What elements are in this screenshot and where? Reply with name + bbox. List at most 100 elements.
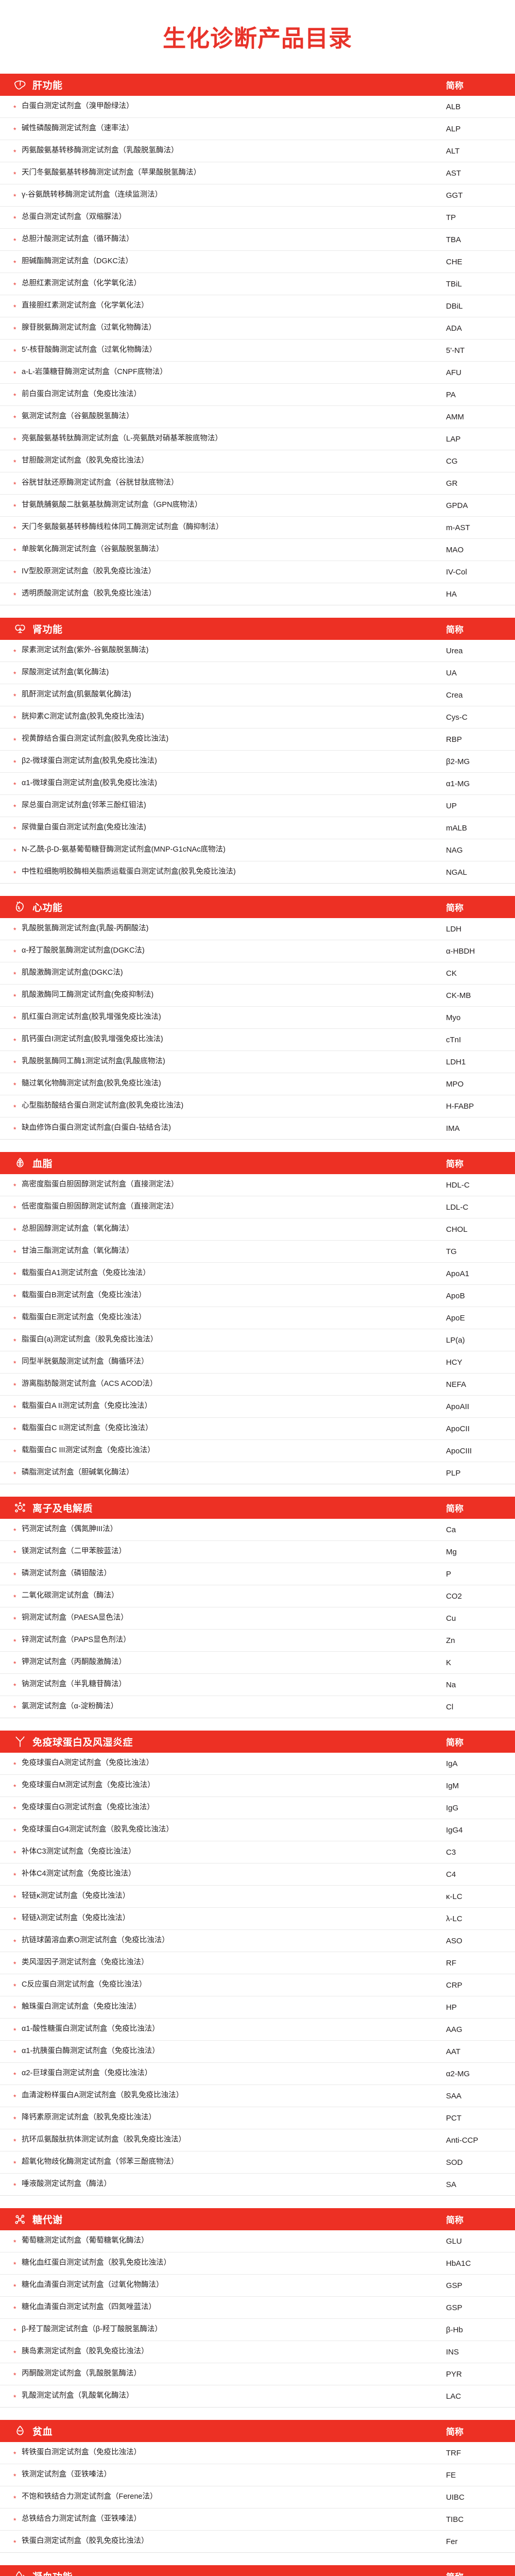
product-row[interactable]: * 唾液酸测定试剂盒（酶法） SA bbox=[0, 2174, 515, 2196]
product-row[interactable]: * 载脂蛋白A II测定试剂盒（免疫比浊法） ApoAII bbox=[0, 1396, 515, 1418]
product-row[interactable]: * 钠测定试剂盒（半乳糖苷酶法） Na bbox=[0, 1674, 515, 1696]
product-row[interactable]: * 氨测定试剂盒（谷氨酸脱氢酶法） AMM bbox=[0, 406, 515, 428]
product-row[interactable]: * 总胆红素测定试剂盒（化学氧化法） TBiL bbox=[0, 273, 515, 295]
product-row[interactable]: * 尿总蛋白测定试剂盒(邻苯三酚红钼法) UP bbox=[0, 795, 515, 817]
product-row[interactable]: * 二氧化碳测定试剂盒（酶法） CO2 bbox=[0, 1585, 515, 1607]
product-row[interactable]: * 总蛋白测定试剂盒（双缩脲法） TP bbox=[0, 207, 515, 229]
product-row[interactable]: * 补体C3测定试剂盒（免疫比浊法） C3 bbox=[0, 1841, 515, 1863]
product-row[interactable]: * 肌酸激酶同工酶测定试剂盒(免疫抑制法) CK-MB bbox=[0, 985, 515, 1007]
product-row[interactable]: * 糖化血清蛋白测定试剂盒（过氧化物酶法） GSP bbox=[0, 2275, 515, 2297]
product-row[interactable]: * 胰岛素测定试剂盒（胶乳免疫比浊法） INS bbox=[0, 2341, 515, 2363]
product-row[interactable]: * 载脂蛋白E测定试剂盒（免疫比浊法） ApoE bbox=[0, 1307, 515, 1329]
product-row[interactable]: * 天门冬氨酸氨基转移酶测定试剂盒（苹果酸脱氢酶法） AST bbox=[0, 162, 515, 184]
product-row[interactable]: * 胆碱酯酶测定试剂盒（DGKC法） CHE bbox=[0, 251, 515, 273]
product-row[interactable]: * 天门冬氨酸氨基转移酶线粒体同工酶测定试剂盒（酶抑制法） m-AST bbox=[0, 517, 515, 539]
product-row[interactable]: * a-L-岩藻糖苷酶测定试剂盒（CNPF底物法） AFU bbox=[0, 362, 515, 384]
product-row[interactable]: * 缺血修饰白蛋白测定试剂盒(白蛋白-钴结合法) IMA bbox=[0, 1117, 515, 1140]
product-row[interactable]: * γ-谷氨酰转移酶测定试剂盒（连续监测法） GGT bbox=[0, 184, 515, 207]
product-row[interactable]: * 补体C4测定试剂盒（免疫比浊法） C4 bbox=[0, 1863, 515, 1886]
product-row[interactable]: * 糖化血清蛋白测定试剂盒（四氮唑蓝法） GSP bbox=[0, 2297, 515, 2319]
product-row[interactable]: * 载脂蛋白C III测定试剂盒（免疫比浊法） ApoCIII bbox=[0, 1440, 515, 1462]
product-row[interactable]: * 转铁蛋白测定试剂盒（免疫比浊法） TRF bbox=[0, 2442, 515, 2464]
product-row[interactable]: * α1-微球蛋白测定试剂盒(胶乳免疫比浊法) α1-MG bbox=[0, 773, 515, 795]
product-row[interactable]: * 丙酮酸测定试剂盒（乳酸脱氢酶法） PYR bbox=[0, 2363, 515, 2385]
product-row[interactable]: * 视黄醇结合蛋白测定试剂盒(胶乳免疫比浊法) RBP bbox=[0, 728, 515, 751]
product-row[interactable]: * 5′-核苷酸酶测定试剂盒（过氧化物酶法） 5'-NT bbox=[0, 340, 515, 362]
product-row[interactable]: * 甘氨酰脯氨酸二肽氨基肽酶测定试剂盒（GPN底物法） GPDA bbox=[0, 495, 515, 517]
product-row[interactable]: * 糖化血红蛋白测定试剂盒（胶乳免疫比浊法） HbA1C bbox=[0, 2252, 515, 2275]
product-row[interactable]: * 铜测定试剂盒（PAESA显色法） Cu bbox=[0, 1607, 515, 1630]
product-row[interactable]: * 触珠蛋白测定试剂盒（免疫比浊法） HP bbox=[0, 1996, 515, 2019]
product-row[interactable]: * C反应蛋白测定试剂盒（免疫比浊法） CRP bbox=[0, 1974, 515, 1996]
product-row[interactable]: * 免疫球蛋白A测定试剂盒（免疫比浊法） IgA bbox=[0, 1753, 515, 1775]
product-row[interactable]: * 低密度脂蛋白胆固醇测定试剂盒（直接测定法） LDL-C bbox=[0, 1196, 515, 1218]
product-row[interactable]: * 免疫球蛋白G4测定试剂盒（胶乳免疫比浊法） IgG4 bbox=[0, 1819, 515, 1841]
product-row[interactable]: * β-羟丁酸测定试剂盒（β-羟丁酸脱氢酶法） β-Hb bbox=[0, 2319, 515, 2341]
product-row[interactable]: * 载脂蛋白C II测定试剂盒（免疫比浊法） ApoCII bbox=[0, 1418, 515, 1440]
product-row[interactable]: * 肌红蛋白测定试剂盒(胶乳增强免疫比浊法) Myo bbox=[0, 1007, 515, 1029]
product-row[interactable]: * 游离脂肪酸测定试剂盒（ACS ACOD法） NEFA bbox=[0, 1374, 515, 1396]
product-row[interactable]: * 血清淀粉样蛋白A测定试剂盒（胶乳免疫比浊法） SAA bbox=[0, 2085, 515, 2107]
product-row[interactable]: * 乳酸脱氢酶测定试剂盒(乳酸-丙酮酸法) LDH bbox=[0, 918, 515, 940]
product-row[interactable]: * 谷胱甘肽还原酶测定试剂盒（谷胱甘肽底物法） GR bbox=[0, 472, 515, 495]
product-row[interactable]: * α-羟丁酸脱氢酶测定试剂盒(DGKC法) α-HBDH bbox=[0, 940, 515, 962]
product-row[interactable]: * 高密度脂蛋白胆固醇测定试剂盒（直接测定法） HDL-C bbox=[0, 1174, 515, 1196]
product-row[interactable]: * 轻链κ测定试剂盒（免疫比浊法） κ-LC bbox=[0, 1886, 515, 1908]
product-row[interactable]: * 透明质酸测定试剂盒（胶乳免疫比浊法） HA bbox=[0, 583, 515, 605]
product-row[interactable]: * 肌钙蛋白I测定试剂盒(胶乳增强免疫比浊法) cTnI bbox=[0, 1029, 515, 1051]
product-row[interactable]: * 总胆汁酸测定试剂盒（循环酶法） TBA bbox=[0, 229, 515, 251]
product-row[interactable]: * IV型胶原测定试剂盒（胶乳免疫比浊法） IV-Col bbox=[0, 561, 515, 583]
product-row[interactable]: * 尿酸测定试剂盒(氧化酶法) UA bbox=[0, 662, 515, 684]
product-row[interactable]: * 钙测定试剂盒（偶氮胂III法） Ca bbox=[0, 1519, 515, 1541]
product-row[interactable]: * 丙氨酸氨基转移酶测定试剂盒（乳酸脱氢酶法） ALT bbox=[0, 140, 515, 162]
product-row[interactable]: * 碱性磷酸酶测定试剂盒（速率法） ALP bbox=[0, 118, 515, 140]
product-row[interactable]: * 钾测定试剂盒（丙酮酸激酶法） K bbox=[0, 1652, 515, 1674]
product-row[interactable]: * 锌测定试剂盒（PAPS显色剂法） Zn bbox=[0, 1630, 515, 1652]
product-row[interactable]: * 降钙素原测定试剂盒（胶乳免疫比浊法） PCT bbox=[0, 2107, 515, 2129]
product-row[interactable]: * 总胆固醇测定试剂盒（氧化酶法） CHOL bbox=[0, 1218, 515, 1241]
product-row[interactable]: * 乳酸测定试剂盒（乳酸氧化酶法） LAC bbox=[0, 2385, 515, 2408]
product-row[interactable]: * 超氧化物歧化酶测定试剂盒（邻苯三酚底物法） SOD bbox=[0, 2151, 515, 2174]
product-row[interactable]: * 免疫球蛋白G测定试剂盒（免疫比浊法） IgG bbox=[0, 1797, 515, 1819]
product-row[interactable]: * 尿微量白蛋白测定试剂盒(免疫比浊法) mALB bbox=[0, 817, 515, 839]
product-row[interactable]: * 同型半胱氨酸测定试剂盒（酶循环法） HCY bbox=[0, 1351, 515, 1374]
product-row[interactable]: * 乳酸脱氢酶同工酶1测定试剂盒(乳酸底物法) LDH1 bbox=[0, 1051, 515, 1073]
product-row[interactable]: * 前白蛋白测定试剂盒（免疫比浊法） PA bbox=[0, 384, 515, 406]
product-row[interactable]: * 磷脂测定试剂盒（胆碱氧化酶法） PLP bbox=[0, 1462, 515, 1484]
product-row[interactable]: * 肌酐测定试剂盒(肌氨酸氧化酶法) Crea bbox=[0, 684, 515, 706]
product-row[interactable]: * 腺苷脱氨酶测定试剂盒（过氧化物酶法） ADA bbox=[0, 317, 515, 340]
product-row[interactable]: * 髓过氧化物酶测定试剂盒(胶乳免疫比浊法) MPO bbox=[0, 1073, 515, 1095]
product-row[interactable]: * 白蛋白测定试剂盒（溴甲酚绿法） ALB bbox=[0, 96, 515, 118]
product-row[interactable]: * α1-酸性糖蛋白测定试剂盒（免疫比浊法） AAG bbox=[0, 2019, 515, 2041]
product-row[interactable]: * α1-抗胰蛋白酶测定试剂盒（免疫比浊法） AAT bbox=[0, 2041, 515, 2063]
product-row[interactable]: * 镁测定试剂盒（二甲苯胺蓝法） Mg bbox=[0, 1541, 515, 1563]
product-row[interactable]: * 甘油三酯测定试剂盒（氧化酶法） TG bbox=[0, 1241, 515, 1263]
product-row[interactable]: * 甘胆酸测定试剂盒（胶乳免疫比浊法） CG bbox=[0, 450, 515, 472]
product-row[interactable]: * 总铁结合力测定试剂盒（亚铁嗪法） TIBC bbox=[0, 2509, 515, 2531]
product-row[interactable]: * 尿素测定试剂盒(紫外-谷氨酸脱氢酶法) Urea bbox=[0, 640, 515, 662]
product-row[interactable]: * 磷测定试剂盒（磷钼酸法） P bbox=[0, 1563, 515, 1585]
product-row[interactable]: * 类风湿因子测定试剂盒（免疫比浊法） RF bbox=[0, 1952, 515, 1974]
product-row[interactable]: * 抗链球菌溶血素O测定试剂盒（免疫比浊法） ASO bbox=[0, 1930, 515, 1952]
product-row[interactable]: * 载脂蛋白A1测定试剂盒（免疫比浊法） ApoA1 bbox=[0, 1263, 515, 1285]
product-row[interactable]: * 铁测定试剂盒（亚铁嗪法） FE bbox=[0, 2464, 515, 2486]
product-row[interactable]: * α2-巨球蛋白测定试剂盒（免疫比浊法） α2-MG bbox=[0, 2063, 515, 2085]
product-row[interactable]: * 中性粒细胞明胶酶相关脂质运载蛋白测定试剂盒(胶乳免疫比浊法) NGAL bbox=[0, 861, 515, 884]
product-row[interactable]: * 心型脂肪酸结合蛋白测定试剂盒(胶乳免疫比浊法) H-FABP bbox=[0, 1095, 515, 1117]
product-row[interactable]: * 铁蛋白测定试剂盒（胶乳免疫比浊法） Fer bbox=[0, 2531, 515, 2553]
product-row[interactable]: * 胱抑素C测定试剂盒(胶乳免疫比浊法) Cys-C bbox=[0, 706, 515, 728]
product-row[interactable]: * N-乙酰-β-D-氨基葡萄糖苷酶测定试剂盒(MNP-G1cNAc底物法) N… bbox=[0, 839, 515, 861]
product-row[interactable]: * 免疫球蛋白M测定试剂盒（免疫比浊法） IgM bbox=[0, 1775, 515, 1797]
product-row[interactable]: * 单胺氧化酶测定试剂盒（谷氨酸脱氢酶法） MAO bbox=[0, 539, 515, 561]
product-row[interactable]: * 直接胆红素测定试剂盒（化学氧化法） DBiL bbox=[0, 295, 515, 317]
product-row[interactable]: * 不饱和铁结合力测定试剂盒（Ferene法） UIBC bbox=[0, 2486, 515, 2509]
product-row[interactable]: * 载脂蛋白B测定试剂盒（免疫比浊法） ApoB bbox=[0, 1285, 515, 1307]
product-row[interactable]: * 抗环瓜氨酸肽抗体测定试剂盒（胶乳免疫比浊法） Anti-CCP bbox=[0, 2129, 515, 2151]
product-row[interactable]: * 脂蛋白(a)测定试剂盒（胶乳免疫比浊法） LP(a) bbox=[0, 1329, 515, 1351]
product-row[interactable]: * 葡萄糖测定试剂盒（葡萄糖氧化酶法） GLU bbox=[0, 2230, 515, 2252]
product-row[interactable]: * 肌酸激酶测定试剂盒(DGKC法) CK bbox=[0, 962, 515, 985]
product-row[interactable]: * 亮氨酸氨基转肽酶测定试剂盒（L-亮氨酰对硝基苯胺底物法） LAP bbox=[0, 428, 515, 450]
product-row[interactable]: * 轻链λ测定试剂盒（免疫比浊法） λ-LC bbox=[0, 1908, 515, 1930]
product-row[interactable]: * β2-微球蛋白测定试剂盒(胶乳免疫比浊法) β2-MG bbox=[0, 751, 515, 773]
product-row[interactable]: * 氯测定试剂盒（α-淀粉酶法） Cl bbox=[0, 1696, 515, 1718]
